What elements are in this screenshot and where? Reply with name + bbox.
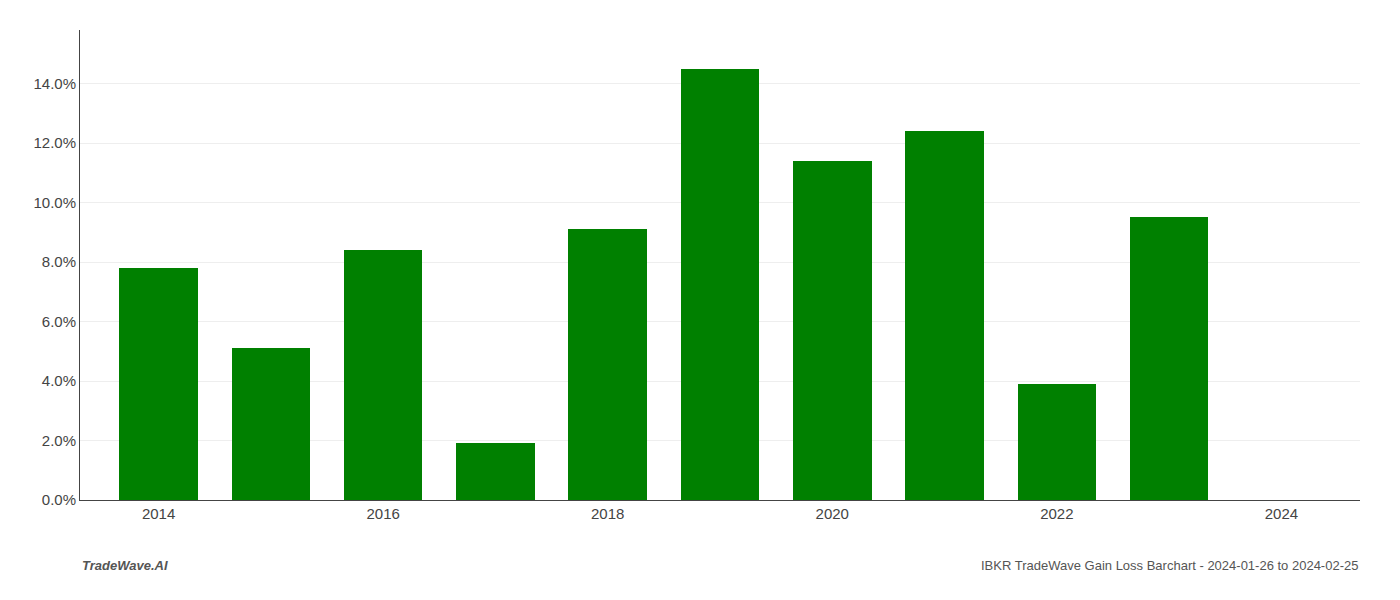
svg-text:2014: 2014 [142,505,175,522]
svg-text:4.0%: 4.0% [42,372,76,389]
svg-text:2020: 2020 [816,505,849,522]
svg-text:0.0%: 0.0% [42,491,76,508]
svg-text:14.0%: 14.0% [33,75,76,92]
svg-text:12.0%: 12.0% [33,134,76,151]
svg-text:10.0%: 10.0% [33,194,76,211]
svg-text:TradeWave.AI: TradeWave.AI [82,558,168,573]
svg-text:2018: 2018 [591,505,624,522]
svg-text:2024: 2024 [1265,505,1298,522]
svg-text:IBKR TradeWave Gain Loss Barch: IBKR TradeWave Gain Loss Barchart - 2024… [981,558,1358,573]
svg-text:6.0%: 6.0% [42,313,76,330]
svg-text:2022: 2022 [1040,505,1073,522]
svg-text:2.0%: 2.0% [42,432,76,449]
svg-text:2016: 2016 [366,505,399,522]
svg-text:8.0%: 8.0% [42,253,76,270]
